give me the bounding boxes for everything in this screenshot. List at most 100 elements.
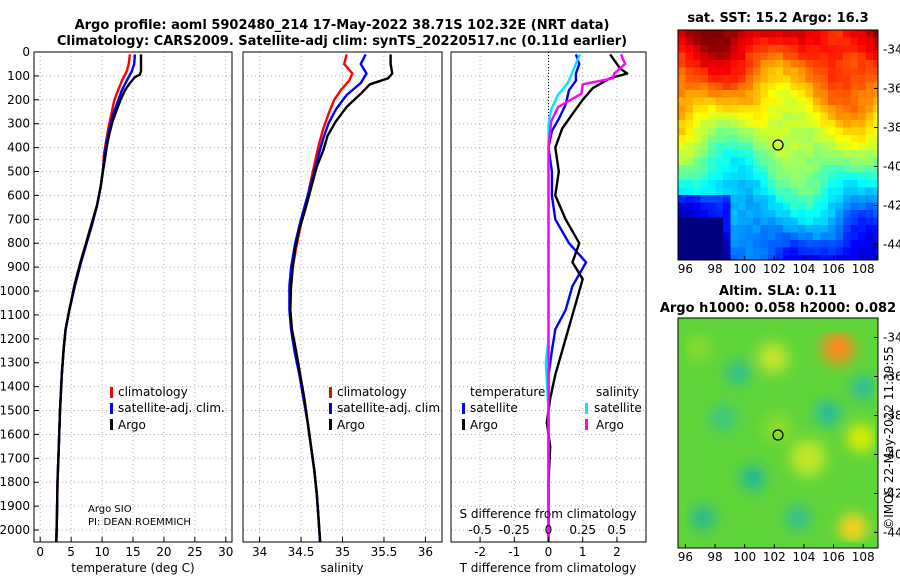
sst-cell [828, 247, 836, 256]
sst-cell [738, 97, 746, 106]
sst-cell [843, 165, 851, 173]
sst-cell [843, 195, 851, 203]
sst-cell [730, 75, 739, 83]
sst-cell [843, 112, 851, 121]
sst-cell [685, 225, 694, 233]
sst-cell [775, 157, 784, 166]
sst-cell [798, 105, 806, 113]
sst-cell [678, 60, 686, 68]
sst-cell [783, 37, 791, 46]
sst-cells [678, 30, 878, 260]
sst-cell [730, 247, 739, 256]
sst-cell [708, 195, 716, 203]
sst-cell [678, 112, 686, 121]
sst-cell [858, 150, 866, 158]
sst-cell [820, 255, 829, 260]
sst-cell [805, 52, 814, 61]
sst-cell [738, 217, 746, 226]
difference-lines [544, 53, 629, 542]
sst-cell [700, 105, 709, 113]
sst-cell [850, 210, 859, 218]
sst-cell [708, 112, 716, 121]
sst-cell [865, 150, 874, 158]
sst-cell [768, 172, 776, 181]
sst-cell [850, 30, 859, 38]
sst-cell [693, 30, 701, 38]
y-tick-label: 1400 [0, 380, 30, 394]
sst-cell [790, 180, 799, 188]
sst-cell [828, 75, 836, 83]
sst-cell [678, 187, 686, 196]
sst-cell [693, 150, 701, 158]
sst-cell [723, 187, 731, 196]
sst-cell [805, 165, 814, 173]
sst-cell [723, 75, 731, 83]
sst-cell [873, 157, 878, 166]
sst-cell [708, 60, 716, 68]
sst-cell [760, 217, 769, 226]
sst-cell [760, 82, 769, 91]
sst-cell [820, 67, 829, 76]
sst-cell [760, 150, 769, 158]
sst-cell [858, 255, 866, 260]
x2-tick-label: 0.5 [607, 523, 626, 537]
sst-cell [760, 127, 769, 136]
sst-cell [760, 165, 769, 173]
sst-cell [798, 165, 806, 173]
sst-cell [753, 30, 761, 38]
sst-cell [775, 135, 784, 143]
sst-cell [783, 195, 791, 203]
sst-cell [850, 232, 859, 241]
sst-cell [805, 82, 814, 91]
sst-cell [775, 82, 784, 91]
sst-cell [843, 90, 851, 98]
sst-cell [678, 255, 686, 260]
sst-cell [820, 172, 829, 181]
sst-cell [798, 210, 806, 218]
sst-cell [813, 90, 821, 98]
sst-map: sat. SST: 15.2 Argo: 16.3 96 98 100 102 104 1… [677, 11, 900, 276]
sst-cell [873, 202, 878, 211]
sst-cell [790, 247, 799, 256]
sst-cell [693, 82, 701, 91]
sst-cell [768, 52, 776, 61]
sst-cell [753, 217, 761, 226]
map-x-tick-label: 106 [822, 550, 845, 564]
sst-cell [798, 30, 806, 38]
sst-cell [850, 150, 859, 158]
sst-cell [873, 45, 878, 53]
series-line-satellite-adj-clim- [55, 54, 137, 542]
sst-cell [790, 37, 799, 46]
sst-cell [768, 75, 776, 83]
sst-cell [835, 60, 844, 68]
sla-blob [816, 401, 840, 425]
sst-cell [858, 127, 866, 136]
sst-cell [865, 135, 874, 143]
sst-cell [738, 120, 746, 128]
sst-cell [708, 202, 716, 211]
sst-cell [783, 120, 791, 128]
sst-cell [835, 105, 844, 113]
sst-cell [715, 217, 724, 226]
x-tick-label: 0 [36, 545, 44, 559]
sst-cell [865, 180, 874, 188]
sst-cell [775, 210, 784, 218]
sst-cell [700, 195, 709, 203]
y-tick-label: 200 [7, 93, 30, 107]
sst-cell [738, 112, 746, 121]
sst-cell [753, 165, 761, 173]
map-y-tick-label: -38 [883, 408, 900, 422]
sst-cell [835, 67, 844, 76]
temperature-panel: 0 5 10 15 20 25 300100200300400500600700800900… [0, 45, 233, 575]
sst-cell [820, 60, 829, 68]
sst-cell [715, 210, 724, 218]
sst-cell [693, 225, 701, 233]
sst-cell [700, 255, 709, 260]
sst-cell [843, 105, 851, 113]
sst-cell [723, 52, 731, 61]
sst-cell [850, 180, 859, 188]
sst-cell [730, 232, 739, 241]
sst-cell [730, 90, 739, 98]
sst-cell [678, 202, 686, 211]
y-tick-label: 0 [22, 45, 30, 59]
